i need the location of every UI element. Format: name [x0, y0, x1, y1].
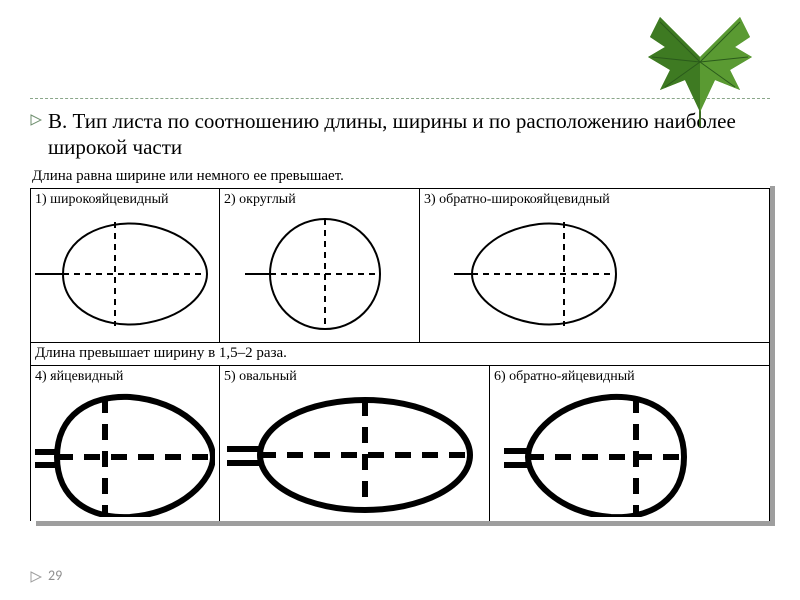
table-row: 1) широкояйцевидный 2) округлый — [30, 188, 770, 342]
bullet-arrow-icon — [30, 571, 42, 583]
cell-label: 2) округлый — [224, 192, 415, 208]
shape-ob-broad-ovate — [424, 210, 765, 338]
shape-oval — [224, 387, 485, 517]
cell-5: 5) овальный — [220, 366, 490, 521]
cell-name: широкояйцевидный — [50, 192, 168, 207]
cell-2: 2) округлый — [220, 189, 420, 342]
table-shadow — [36, 521, 775, 526]
bullet-arrow-icon — [30, 114, 42, 126]
cell-4: 4) яйцевидный — [30, 366, 220, 521]
cell-num: 5) — [224, 369, 236, 384]
cell-name: овальный — [239, 369, 297, 384]
cell-label: 6) обратно-яйцевидный — [494, 369, 765, 385]
leaf-shape-table: Длина равна ширине или немного ее превыш… — [30, 166, 770, 521]
cell-num: 1) — [35, 192, 47, 207]
group2-caption: Длина превышает ширину в 1,5–2 раза. — [30, 342, 770, 365]
cell-num: 2) — [224, 192, 236, 207]
cell-6: 6) обратно-яйцевидный — [490, 366, 770, 521]
decorative-leaf — [630, 2, 770, 127]
page-number: 29 — [48, 567, 62, 584]
cell-1: 1) широкояйцевидный — [30, 189, 220, 342]
shape-ob-ovate — [494, 387, 765, 517]
cell-name: яйцевидный — [50, 369, 123, 384]
cell-name: округлый — [239, 192, 296, 207]
page-number-value: 29 — [48, 567, 62, 584]
cell-label: 4) яйцевидный — [35, 369, 215, 385]
cell-num: 6) — [494, 369, 506, 384]
shape-ovate — [35, 387, 215, 517]
shape-round — [224, 210, 415, 338]
cell-3: 3) обратно-широкояйцевидный — [420, 189, 770, 342]
cell-label: 3) обратно-широкояйцевидный — [424, 192, 765, 208]
cell-name: обратно-широкояйцевидный — [439, 192, 610, 207]
cell-label: 5) овальный — [224, 369, 485, 385]
table-row: 4) яйцевидный 5) овальный — [30, 365, 770, 521]
table-shadow — [770, 186, 775, 526]
shape-broad-ovate — [35, 210, 215, 338]
cell-name: обратно-яйцевидный — [509, 369, 635, 384]
cell-label: 1) широкояйцевидный — [35, 192, 215, 208]
cell-num: 3) — [424, 192, 436, 207]
group1-caption: Длина равна ширине или немного ее превыш… — [30, 166, 770, 188]
cell-num: 4) — [35, 369, 47, 384]
